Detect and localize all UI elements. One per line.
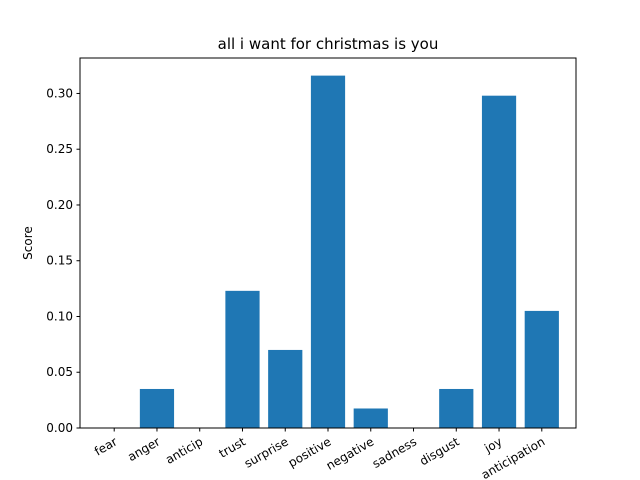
y-tick-label: 0.05 [46, 365, 73, 379]
bar-positive [310, 75, 346, 429]
y-tick-label: 0.25 [46, 142, 73, 156]
bar-surprise [268, 349, 303, 428]
bar-trust [225, 290, 260, 428]
x-tick-label: fear [92, 434, 120, 458]
x-tick-label: anger [125, 434, 162, 464]
x-tick-label: negative [324, 434, 376, 472]
x-tick-label: surprise [242, 434, 291, 470]
bar-joy [481, 95, 517, 428]
bar-negative [353, 408, 388, 428]
y-axis-label: Score [21, 226, 35, 260]
x-tick-label: joy [481, 434, 504, 456]
plot-frame [79, 57, 577, 429]
y-tick-label: 0.20 [46, 198, 73, 212]
x-tick-label: disgust [417, 434, 462, 468]
bar-anger [139, 388, 175, 428]
y-tick-label: 0.30 [46, 86, 73, 100]
bar-anticipation [524, 310, 559, 428]
y-tick-label: 0.15 [46, 254, 73, 268]
x-tick-label: anticip [163, 434, 205, 466]
bars-group [139, 75, 559, 429]
bar-disgust [439, 388, 474, 428]
x-axis-ticks: fear anger anticip trustsurprisepositiveneg… [92, 428, 547, 480]
y-tick-label: 0.00 [46, 421, 73, 435]
y-tick-label: 0.10 [46, 309, 73, 323]
chart-title: all i want for christmas is you [218, 35, 439, 53]
x-tick-label: sadness [370, 434, 419, 470]
y-axis-ticks: 0.00 0.05 0.10 0.15 0.20 0.25 0.30 [46, 86, 80, 435]
